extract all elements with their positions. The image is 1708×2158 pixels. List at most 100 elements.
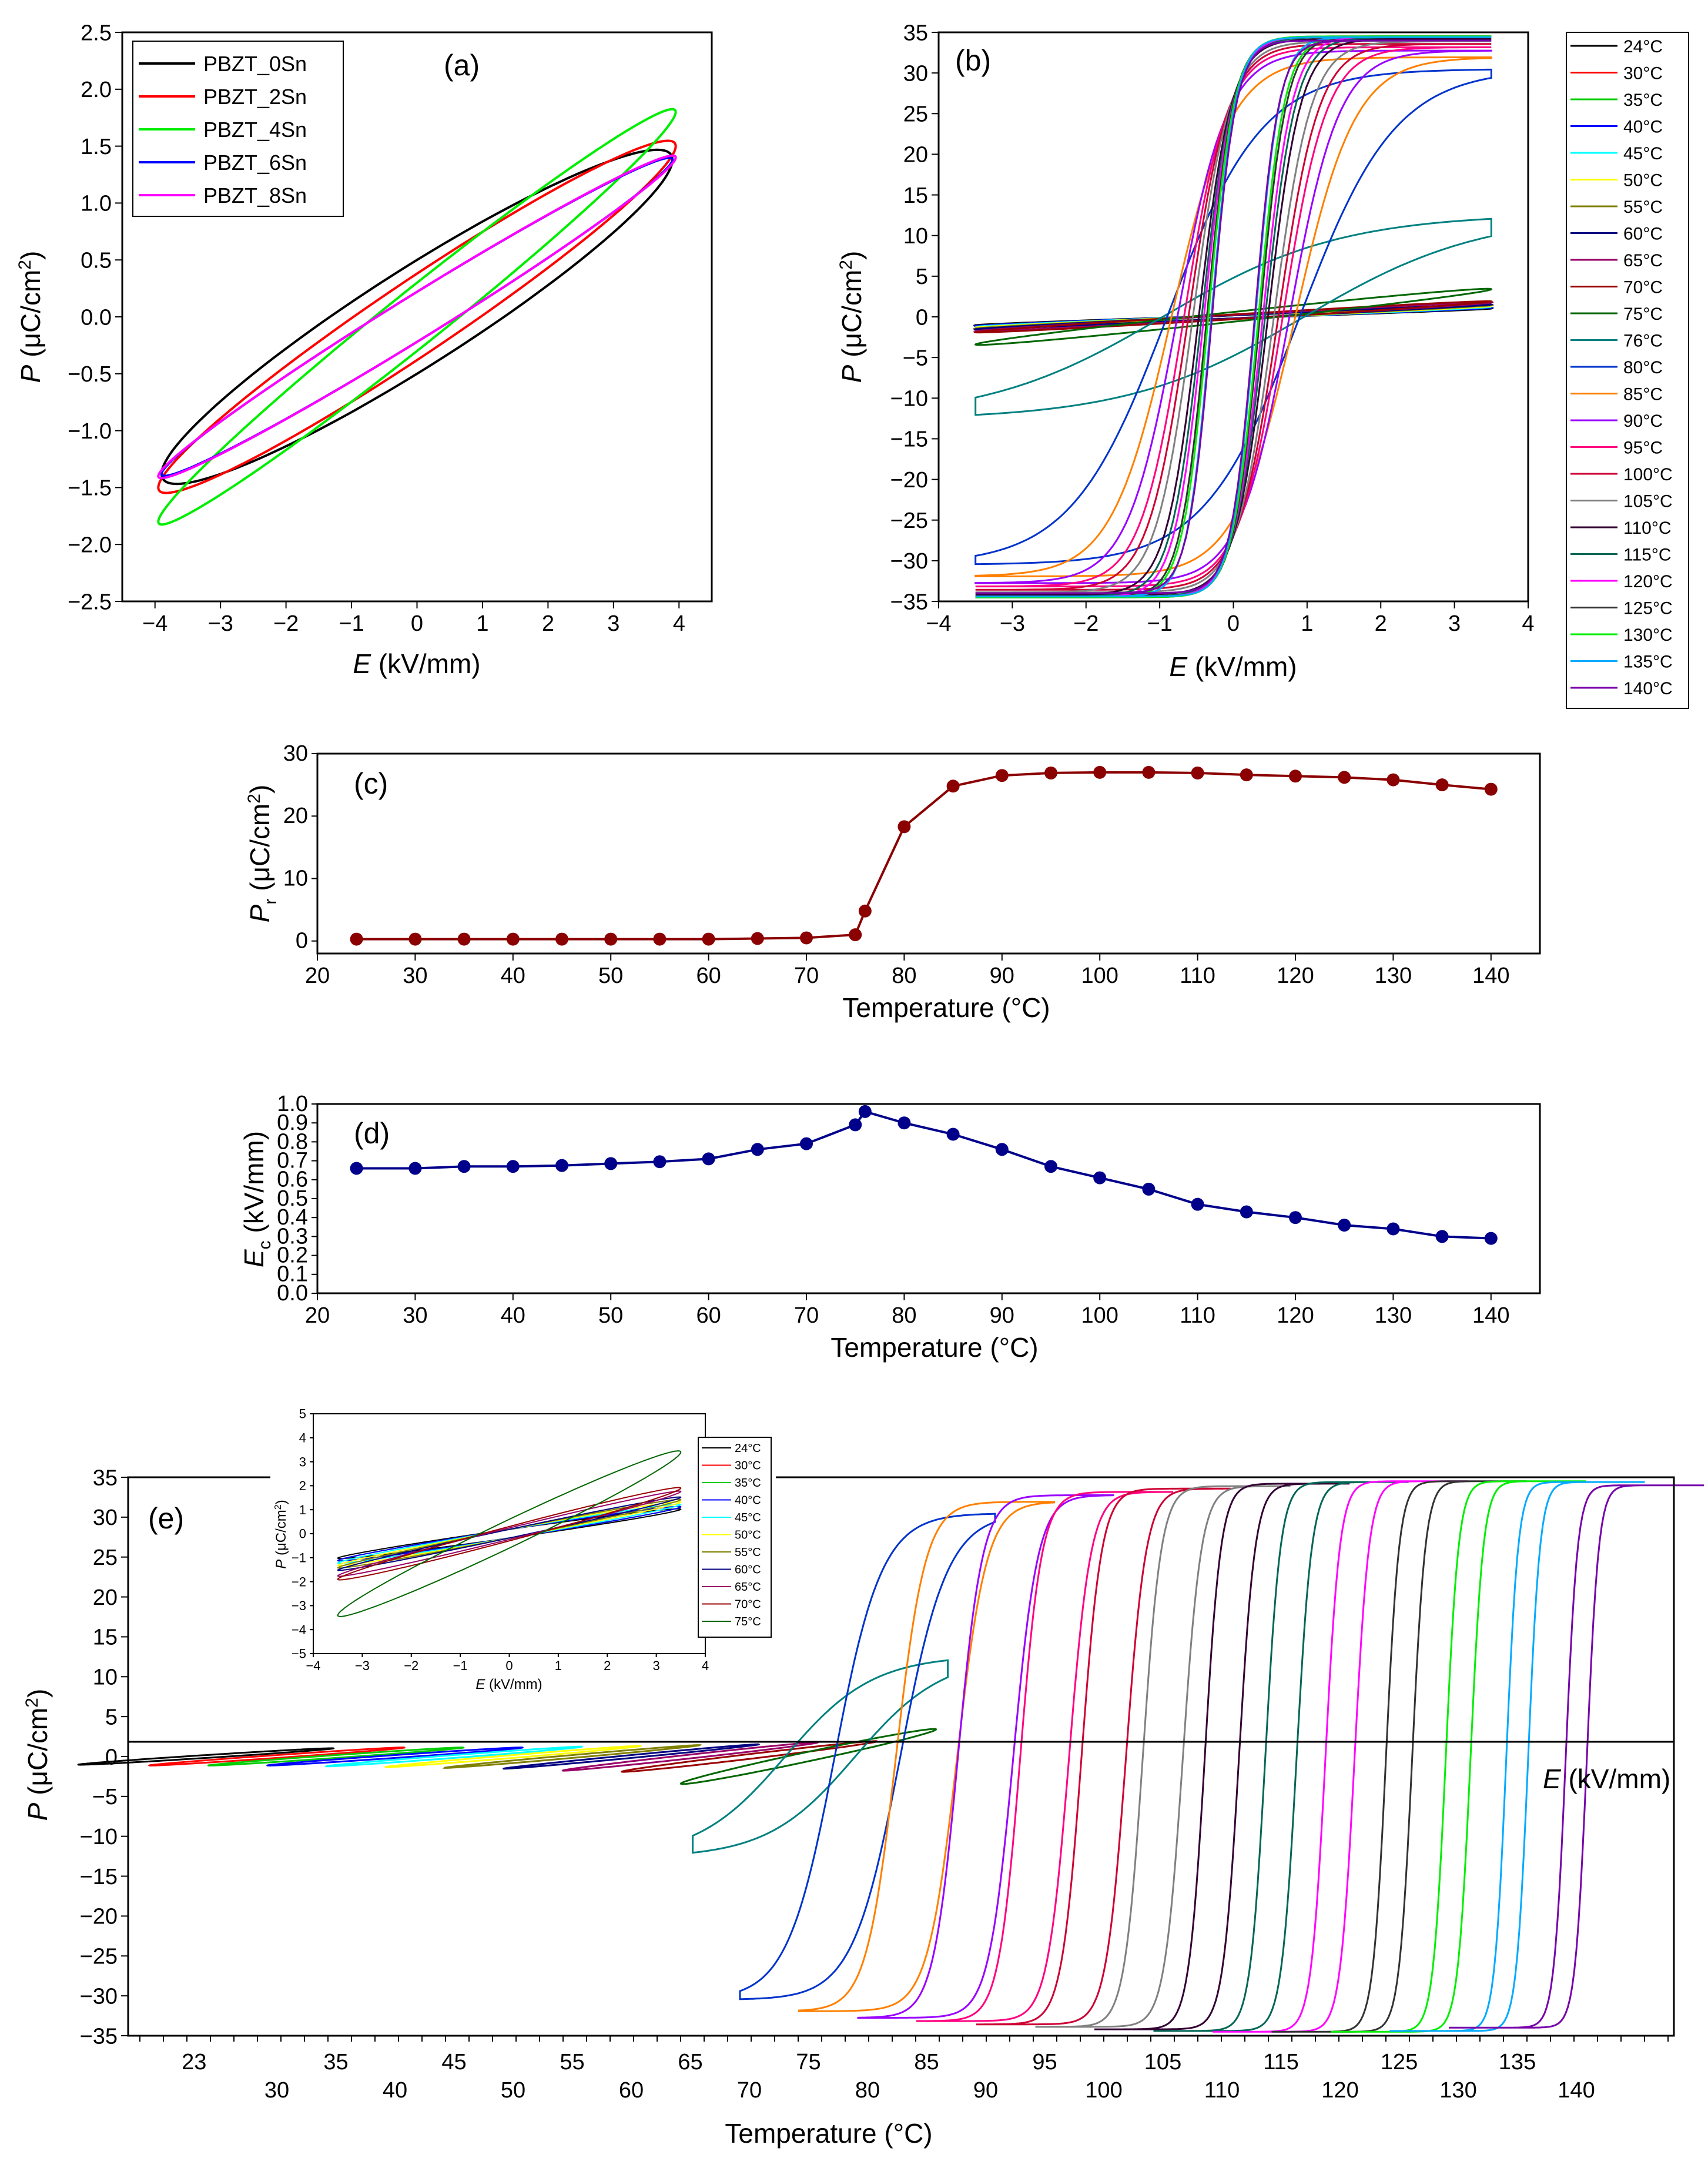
y-tick-label: 30 bbox=[93, 1505, 118, 1530]
y-tick-label: 0.8 bbox=[277, 1129, 308, 1154]
data-point bbox=[751, 932, 764, 945]
temp-tick-label: 23 bbox=[182, 2050, 206, 2075]
data-point bbox=[1338, 771, 1351, 784]
legend-entry: 45°C bbox=[735, 1511, 761, 1524]
x-tick-label: −3 bbox=[355, 1658, 370, 1673]
y-tick-label: 1.0 bbox=[81, 192, 112, 216]
y-tick-label: 35 bbox=[903, 21, 928, 45]
y-tick-label: 1.5 bbox=[81, 135, 112, 159]
legend-entry: 75°C bbox=[1623, 305, 1663, 324]
y-tick-label: 25 bbox=[903, 102, 928, 127]
panel-b-loop-75°C bbox=[974, 287, 1493, 346]
data-point bbox=[604, 932, 618, 946]
data-point bbox=[1435, 778, 1449, 792]
panel-b-loop-95°C bbox=[975, 46, 1492, 588]
panel-e-loop-50C bbox=[384, 1745, 642, 1768]
y-tick-label: −20 bbox=[890, 468, 928, 493]
data-point bbox=[350, 1162, 363, 1175]
temp-tick-label: 95 bbox=[1032, 2050, 1057, 2075]
legend-entry: 24°C bbox=[735, 1442, 761, 1455]
x-tick-label: −1 bbox=[453, 1658, 468, 1673]
y-tick-label: 2.0 bbox=[81, 78, 112, 102]
x-tick-label: 30 bbox=[403, 963, 427, 988]
y-tick-label: 0.1 bbox=[277, 1262, 308, 1287]
inset-background bbox=[270, 1410, 776, 1686]
x-tick-label: −4 bbox=[926, 611, 951, 636]
legend-entry: PBZT_8Sn bbox=[203, 183, 307, 208]
panel-a-legend: PBZT_0Sn PBZT_2Sn PBZT_4Sn PBZT_6Sn PBZT_8Sn bbox=[132, 41, 344, 217]
x-tick-label: 50 bbox=[598, 963, 623, 988]
y-tick-label: −10 bbox=[890, 387, 928, 411]
x-tick-label: 40 bbox=[501, 963, 525, 988]
panel-b-legend: 24°C 30°C 35°C 40°C 45°C 50°C 55°C 60°C 65°C 70°C… bbox=[1566, 32, 1689, 709]
panel-e-curves bbox=[77, 1480, 1704, 2033]
y-tick-label: −1.0 bbox=[68, 419, 112, 444]
panel-b-loop-90°C bbox=[974, 49, 1492, 584]
panel-b-loop-85°C bbox=[974, 56, 1492, 577]
panel-b-loop-80°C bbox=[974, 68, 1492, 566]
legend-entry: 45°C bbox=[1623, 144, 1663, 163]
panel-e-loop-90C bbox=[857, 1494, 1114, 2019]
x-tick-label: 70 bbox=[794, 1303, 819, 1328]
y-tick-label: −1.5 bbox=[68, 476, 112, 501]
panel-b-ylabel: P (μC/cm2) bbox=[836, 251, 867, 383]
x-tick-label: 3 bbox=[1448, 611, 1461, 636]
x-tick-label: 90 bbox=[990, 963, 1014, 988]
legend-entry: 55°C bbox=[1623, 198, 1663, 217]
x-tick-label: 130 bbox=[1375, 963, 1412, 988]
data-point bbox=[457, 932, 471, 946]
y-tick-label: 3 bbox=[299, 1454, 306, 1469]
legend-entry: 76°C bbox=[1623, 332, 1663, 351]
legend-entry: 135°C bbox=[1623, 653, 1673, 672]
x-tick-label: 3 bbox=[653, 1658, 660, 1673]
legend-entry: PBZT_4Sn bbox=[203, 118, 307, 142]
data-point bbox=[1289, 1211, 1302, 1224]
y-tick-label: 35 bbox=[93, 1466, 118, 1490]
x-tick-label: 120 bbox=[1277, 1303, 1314, 1328]
y-tick-label: −15 bbox=[80, 1865, 118, 1889]
panel-e-e-axis-label: E (kV/mm) bbox=[1543, 1764, 1670, 1794]
panel-a-curves bbox=[157, 108, 677, 526]
x-tick-label: 60 bbox=[696, 1303, 721, 1328]
legend-entry: 95°C bbox=[1623, 439, 1663, 458]
data-point bbox=[506, 1160, 520, 1173]
inset-loop-70°C bbox=[337, 1487, 682, 1581]
x-tick-label: 110 bbox=[1180, 1303, 1215, 1328]
panel-e-ylabel: P (μC/cm2) bbox=[22, 1689, 53, 1821]
panel-e-loop-30C bbox=[148, 1747, 406, 1766]
temp-tick-label: 110 bbox=[1204, 2078, 1240, 2103]
data-point bbox=[1044, 766, 1057, 779]
y-tick-label: 0.0 bbox=[81, 305, 112, 330]
y-tick-label: −25 bbox=[890, 508, 928, 533]
x-tick-label: 4 bbox=[702, 1658, 709, 1673]
y-tick-label: −2.0 bbox=[68, 533, 112, 558]
data-point bbox=[1289, 769, 1302, 783]
panel-e-loop-115C bbox=[1153, 1481, 1409, 2032]
data-point bbox=[1387, 773, 1400, 787]
series-line bbox=[356, 771, 1491, 941]
inset-loop-60°C bbox=[337, 1496, 682, 1571]
x-tick-label: 20 bbox=[305, 1303, 330, 1328]
legend-entry: PBZT_0Sn bbox=[203, 52, 307, 76]
data-point bbox=[897, 1116, 911, 1130]
temp-tick-label: 35 bbox=[323, 2050, 348, 2075]
x-tick-label: 140 bbox=[1472, 1303, 1509, 1328]
panel-e-loop-100C bbox=[976, 1487, 1231, 2026]
y-tick-label: 2.5 bbox=[81, 21, 112, 45]
legend-entry: 90°C bbox=[1623, 411, 1663, 431]
x-tick-label: 3 bbox=[607, 611, 619, 636]
data-point bbox=[653, 932, 667, 946]
panel-d-plot bbox=[350, 1105, 1498, 1245]
x-tick-label: 120 bbox=[1277, 963, 1314, 988]
y-tick-label: 15 bbox=[903, 183, 928, 208]
data-point bbox=[1240, 768, 1253, 782]
y-tick-label: −30 bbox=[890, 549, 928, 574]
y-tick-label: 0.5 bbox=[277, 1186, 308, 1211]
panel-b-loop-100°C bbox=[975, 43, 1492, 591]
y-tick-label: 30 bbox=[903, 61, 928, 86]
